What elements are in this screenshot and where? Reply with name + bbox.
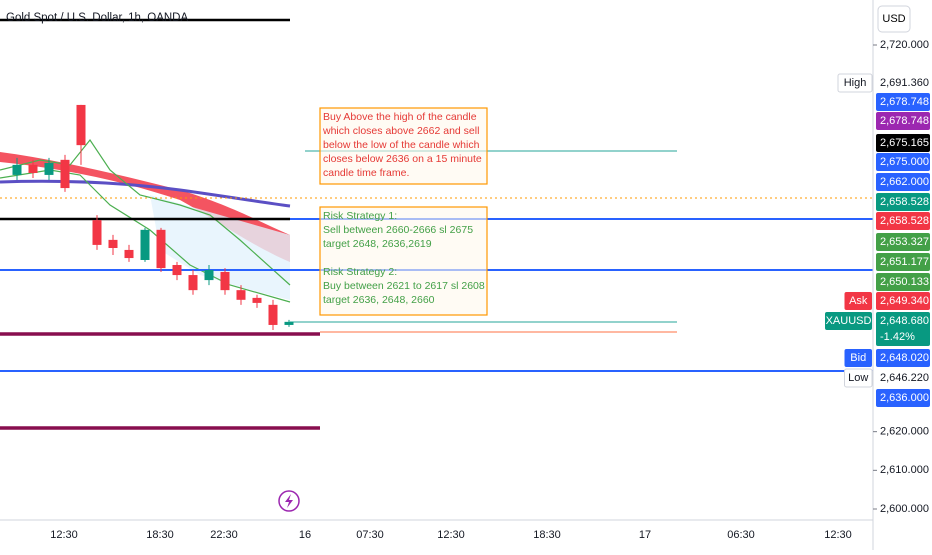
- price-badge: [876, 173, 930, 191]
- ma-line: [0, 179, 291, 208]
- note-line: which closes above 2662 and sell: [322, 125, 479, 137]
- time-label: 12:30: [50, 529, 78, 541]
- price-badge-text: 2,646.220: [880, 372, 929, 384]
- price-tick-label: 2,600.000: [880, 503, 929, 515]
- price-badge: [876, 273, 930, 291]
- price-tag: [825, 312, 872, 330]
- price-badge: [876, 112, 930, 130]
- price-badge-text: 2,675.000: [880, 156, 929, 168]
- price-badge-text: 2,648.680: [880, 315, 929, 327]
- price-badge-text: 2,650.133: [880, 276, 929, 288]
- price-badge: [876, 212, 930, 230]
- candle-body: [156, 229, 166, 269]
- time-label: 07:30: [356, 529, 384, 541]
- price-badge-text: 2,691.360: [880, 77, 929, 89]
- time-label: 18:30: [146, 529, 174, 541]
- time-label: 18:30: [533, 529, 561, 541]
- note-line: closes below 2636 on a 15 minute: [323, 153, 482, 165]
- price-tag-text: High: [844, 77, 867, 89]
- price-badge-text: 2,675.165: [880, 137, 929, 149]
- cloud: [150, 195, 290, 300]
- time-label: 16: [299, 529, 311, 541]
- price-tag-text: Ask: [849, 295, 868, 307]
- price-tick-label: 2,610.000: [880, 464, 929, 476]
- candle-body: [12, 164, 22, 175]
- price-badge-text: 2,658.528: [880, 196, 929, 208]
- candle-body: [268, 304, 278, 325]
- note-line: Buy between 2621 to 2617 sl 2608: [323, 280, 485, 292]
- price-tag-text: Low: [848, 372, 868, 384]
- candle-body: [284, 321, 294, 325]
- candle-body: [60, 159, 70, 189]
- candle-body: [204, 270, 214, 281]
- candle-body: [172, 265, 182, 276]
- note-box: [319, 206, 488, 316]
- note-line: Risk Strategy 1:: [323, 210, 397, 222]
- currency: USD: [882, 13, 905, 25]
- price-badge: [876, 389, 930, 407]
- price-tag: [844, 368, 873, 388]
- price-badge: [876, 312, 930, 346]
- candle-body: [76, 104, 86, 146]
- price-badge-text: 2,653.327: [880, 236, 929, 248]
- price-badge-text: 2,662.000: [880, 176, 929, 188]
- price-badge: [876, 193, 930, 211]
- price-badge: [876, 253, 930, 271]
- candle-body: [44, 162, 54, 175]
- currency-button[interactable]: [877, 5, 911, 33]
- time-label: 06:30: [727, 529, 755, 541]
- price-badge-text: 2,636.000: [880, 392, 929, 404]
- note-line: below the low of the candle which: [323, 139, 480, 151]
- time-label: 17: [639, 529, 651, 541]
- candle-body: [28, 164, 38, 173]
- price-tag: [844, 349, 872, 367]
- note-line: candle time frame.: [323, 167, 409, 179]
- note-line: Risk Strategy 2:: [323, 266, 397, 278]
- price-badge-text: 2,678.748: [880, 96, 929, 108]
- time-label: 22:30: [210, 529, 238, 541]
- price-tag-text: XAUUSD: [826, 315, 872, 327]
- candle-body: [140, 229, 150, 260]
- candle-body: [220, 271, 230, 291]
- price-tag: [844, 292, 872, 310]
- time-label: 12:30: [824, 529, 852, 541]
- price-badge: [876, 233, 930, 251]
- price-badge-text: 2,651.177: [880, 256, 929, 268]
- note-line: Sell between 2660-2666 sl 2675: [323, 224, 473, 236]
- candle-body: [236, 290, 246, 300]
- candle-body: [252, 297, 262, 303]
- note-line: target 2648, 2636,2619: [323, 238, 432, 250]
- note-line: target 2636, 2648, 2660: [323, 294, 435, 306]
- price-badge: [876, 369, 930, 387]
- note-line: Buy Above the high of the candle: [323, 111, 477, 123]
- candle-body: [92, 220, 102, 245]
- price-badge: [876, 74, 930, 92]
- price-badge-text: 2,678.748: [880, 115, 929, 127]
- price-badge-text: 2,649.340: [880, 295, 929, 307]
- price-badge-sub: -1.42%: [880, 331, 915, 343]
- chart-title: Gold Spot / U.S. Dollar, 1h, OANDA: [6, 12, 188, 24]
- price-tick-label: 2,720.000: [880, 39, 929, 51]
- note-box: [319, 107, 488, 185]
- lightning: [285, 494, 293, 508]
- price-badge: [876, 153, 930, 171]
- price-badge: [876, 349, 930, 367]
- time-label: 12:30: [437, 529, 465, 541]
- candle-body: [188, 275, 198, 291]
- ma-green: [0, 138, 291, 286]
- candle-body: [124, 249, 134, 259]
- price-tag: [837, 73, 873, 93]
- price-badge-text: 2,648.020: [880, 352, 929, 364]
- price-tag-text: Bid: [850, 352, 866, 364]
- price-badge: [876, 134, 930, 152]
- price-tick-label: 2,620.000: [880, 426, 929, 438]
- price-badge: [876, 292, 930, 310]
- price-badge-text: 2,658.528: [880, 215, 929, 227]
- candle-body: [108, 239, 118, 248]
- price-badge: [876, 93, 930, 111]
